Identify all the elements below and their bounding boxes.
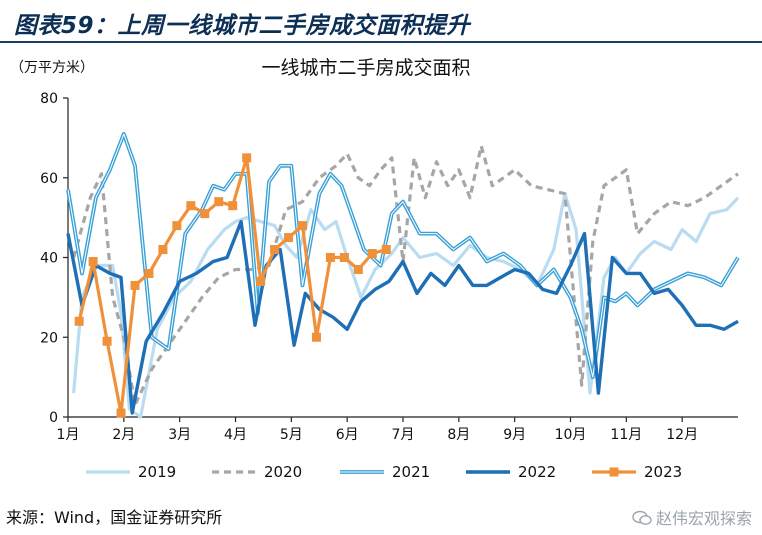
data-point-2023 — [172, 221, 182, 231]
x-tick-label: 9月 — [503, 427, 526, 443]
data-point-2023 — [353, 264, 363, 274]
data-point-2023 — [214, 197, 224, 207]
x-tick-label: 4月 — [224, 427, 247, 443]
x-tick-label: 6月 — [336, 427, 359, 443]
data-point-2023 — [102, 336, 112, 346]
data-point-2023 — [228, 201, 238, 211]
legend: 2019 2020 2021 2022 2023 — [86, 463, 682, 481]
data-point-2023 — [130, 280, 140, 290]
series-layer — [66, 132, 740, 419]
report-title: 图表59：上周一线城市二手房成交面积提升 — [14, 13, 471, 39]
data-point-2023 — [339, 253, 349, 262]
y-tick-label: 0 — [49, 410, 58, 426]
series-line-2023 — [77, 156, 387, 415]
data-point-2023 — [367, 249, 377, 259]
y-tick-label: 40 — [40, 251, 58, 267]
legend-label: 2020 — [264, 463, 302, 481]
legend-label: 2023 — [644, 463, 682, 481]
axes: 1月 2月 3月 4月 5月 6月 7月 8月 9月 10月 11月 12月 — [57, 98, 738, 443]
x-tick-label: 7月 — [392, 427, 415, 443]
series-line-inner-2021 — [67, 133, 739, 378]
series-2023 — [74, 153, 391, 418]
x-tick-label: 8月 — [447, 427, 470, 443]
data-point-2023 — [256, 276, 266, 286]
series-line-2022 — [66, 219, 739, 415]
data-point-2023 — [116, 408, 126, 418]
data-point-2023 — [381, 245, 391, 255]
data-point-2023 — [311, 332, 321, 342]
data-point-2023 — [284, 233, 294, 243]
data-point-2023 — [186, 201, 196, 211]
data-point-2023 — [270, 245, 280, 255]
data-point-2023 — [88, 256, 98, 266]
series-2020 — [72, 144, 739, 407]
watermark: 赵伟宏观探索 — [632, 505, 752, 529]
source-note: 来源：Wind，国金证券研究所 — [6, 508, 223, 527]
legend-marker — [609, 467, 619, 477]
x-tick-label: 3月 — [168, 427, 191, 443]
wechat-icon — [632, 510, 652, 526]
legend-item-2019: 2019 — [86, 463, 176, 481]
data-point-2023 — [74, 316, 84, 326]
legend-label: 2022 — [518, 463, 556, 481]
data-point-2023 — [144, 268, 154, 278]
y-axis-layer: 0 20 40 60 80 — [40, 91, 68, 426]
series-2021 — [66, 132, 740, 380]
x-tick-label: 12月 — [666, 427, 698, 443]
x-tick-label: 5月 — [280, 427, 303, 443]
title-divider — [0, 41, 762, 43]
series-2022 — [66, 219, 739, 415]
legend-item-2020: 2020 — [212, 463, 302, 481]
legend-item-2022: 2022 — [466, 463, 556, 481]
x-tick-label: 2月 — [112, 427, 135, 443]
legend-label: 2021 — [392, 463, 430, 481]
data-point-2023 — [325, 253, 335, 262]
watermark-text: 赵伟宏观探索 — [655, 509, 752, 528]
data-point-2023 — [242, 153, 252, 163]
chart-title: 一线城市二手房成交面积 — [261, 57, 470, 79]
legend-label: 2019 — [138, 463, 176, 481]
x-tick-label: 10月 — [555, 427, 587, 443]
data-point-2023 — [158, 245, 168, 255]
x-tick-label: 1月 — [57, 427, 80, 443]
x-tick-label: 11月 — [610, 427, 642, 443]
data-point-2023 — [200, 209, 210, 219]
legend-item-2021: 2021 — [340, 463, 430, 481]
legend-item-2023: 2023 — [592, 463, 682, 481]
series-line-2020 — [72, 144, 739, 407]
y-tick-label: 20 — [40, 330, 58, 346]
data-point-2023 — [298, 221, 307, 231]
y-unit-label: （万平方米） — [10, 60, 94, 76]
line-chart: 0 20 40 60 80 （万平方米） 一线城市二手房成交面积 1月 2月 3月 4月 5月 6… — [10, 57, 740, 481]
chart-container: 0 20 40 60 80 （万平方米） 一线城市二手房成交面积 1月 2月 3月 4月 5月 6… — [0, 44, 762, 498]
y-tick-label: 60 — [40, 171, 58, 187]
y-tick-label: 80 — [40, 91, 58, 107]
